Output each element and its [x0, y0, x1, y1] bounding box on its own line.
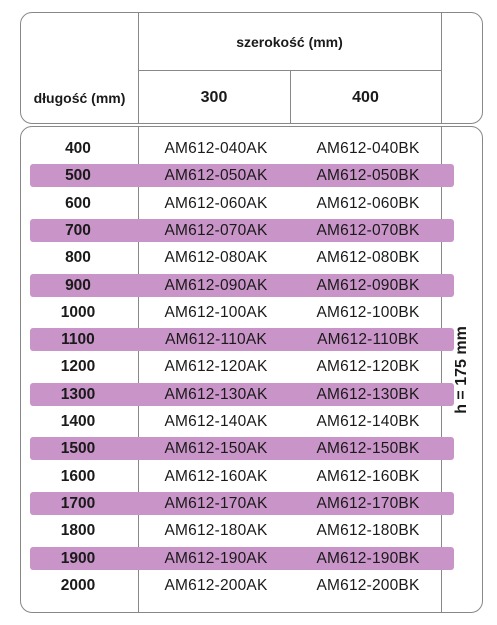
row-length: 1100: [61, 331, 95, 348]
row-highlight: [30, 547, 454, 570]
code-300: AM612-160AK: [164, 468, 268, 485]
code-400: AM612-200BK: [316, 577, 420, 594]
code-400: AM612-080BK: [316, 249, 420, 266]
row-length: 1200: [60, 358, 96, 375]
body-divider-2: [441, 127, 442, 612]
row-length: 1900: [60, 550, 96, 567]
row-length: 1300: [60, 386, 96, 403]
row-length: 800: [65, 249, 91, 266]
code-400: AM612-100BK: [316, 304, 420, 321]
row-highlight: [30, 383, 454, 406]
height-note: h = 175 mm: [440, 126, 483, 613]
body-divider-1: [138, 127, 139, 612]
header-divider-1: [138, 13, 139, 123]
header-divider-2: [290, 70, 291, 123]
code-400: AM612-110BK: [317, 331, 419, 348]
width-400-header: 400: [352, 88, 379, 106]
code-400: AM612-070BK: [316, 222, 420, 239]
row-length: 2000: [60, 577, 96, 594]
code-300: AM612-120AK: [164, 358, 268, 375]
row-length: 900: [65, 277, 91, 294]
code-300: AM612-060AK: [164, 195, 268, 212]
row-length: 400: [65, 140, 91, 157]
code-400: AM612-120BK: [316, 358, 420, 375]
header-hline: [138, 70, 441, 71]
code-300: AM612-140AK: [164, 413, 268, 430]
header-divider-3: [441, 13, 442, 123]
table-body: [20, 126, 483, 613]
code-400: AM612-050BK: [316, 167, 420, 184]
code-400: AM612-040BK: [316, 140, 420, 157]
code-400: AM612-170BK: [316, 495, 420, 512]
code-300: AM612-130AK: [164, 386, 268, 403]
row-length: 1600: [60, 468, 96, 485]
code-400: AM612-090BK: [316, 277, 420, 294]
row-highlight: [30, 492, 454, 515]
code-300: AM612-190AK: [164, 550, 268, 567]
row-highlight: [30, 437, 454, 460]
height-note-text: h = 175 mm: [452, 325, 470, 414]
code-300: AM612-180AK: [164, 522, 268, 539]
row-length: 700: [65, 222, 91, 239]
code-300: AM612-200AK: [164, 577, 268, 594]
row-length: 1500: [60, 440, 96, 457]
code-300: AM612-100AK: [164, 304, 268, 321]
row-highlight: [30, 274, 454, 297]
code-300: AM612-090AK: [164, 277, 268, 294]
table-header: szerokość (mm) długość (mm) 300 400: [20, 12, 483, 124]
width-300-header: 300: [200, 88, 228, 106]
row-highlight: [30, 219, 454, 242]
code-300: AM612-070AK: [164, 222, 268, 239]
code-400: AM612-190BK: [316, 550, 420, 567]
row-length: 1700: [60, 495, 96, 512]
row-length: 500: [65, 167, 91, 184]
row-highlight: [30, 328, 454, 351]
code-300: AM612-170AK: [164, 495, 268, 512]
code-400: AM612-160BK: [316, 468, 420, 485]
row-length: 600: [65, 195, 91, 212]
row-length: 1000: [60, 304, 96, 321]
width-label: szerokość (mm): [236, 33, 343, 50]
row-highlight: [30, 164, 454, 187]
row-length: 1400: [60, 413, 96, 430]
code-400: AM612-150BK: [316, 440, 420, 457]
code-400: AM612-140BK: [316, 413, 420, 430]
code-300: AM612-080AK: [164, 249, 268, 266]
length-label: długość (mm): [33, 89, 126, 106]
code-300: AM612-150AK: [164, 440, 268, 457]
code-400: AM612-060BK: [316, 195, 420, 212]
code-400: AM612-180BK: [316, 522, 420, 539]
code-300: AM612-110AK: [165, 331, 267, 348]
row-length: 1800: [60, 522, 96, 539]
code-400: AM612-130BK: [316, 386, 420, 403]
code-300: AM612-050AK: [164, 167, 268, 184]
code-300: AM612-040AK: [164, 140, 268, 157]
